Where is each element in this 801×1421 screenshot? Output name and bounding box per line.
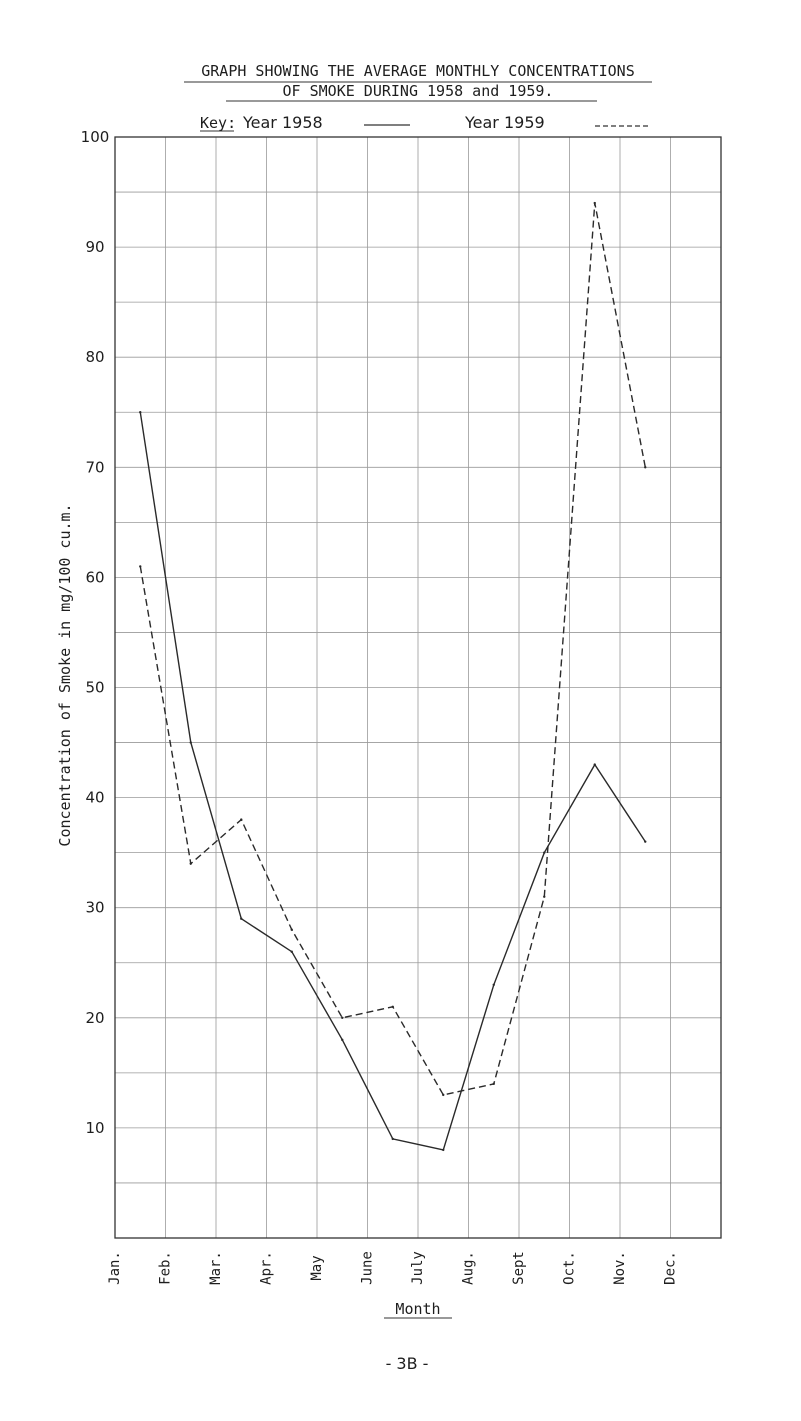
series-layer bbox=[139, 201, 647, 1152]
x-tick-label: Dec. bbox=[663, 1251, 679, 1285]
x-tick-label: Oct. bbox=[562, 1251, 578, 1285]
x-axis-ticks: Jan. Feb. Mar. Apr. May June July Aug. Sept Oct. N… bbox=[107, 1251, 679, 1285]
y-tick-label: 10 bbox=[85, 1119, 104, 1137]
y-tick-label: 20 bbox=[85, 1009, 104, 1027]
data-point bbox=[442, 1093, 445, 1097]
data-point bbox=[543, 895, 546, 898]
x-tick-label: Feb. bbox=[158, 1251, 174, 1285]
legend: Key: Year 1958 Year 1959 bbox=[200, 113, 648, 132]
data-point bbox=[139, 565, 142, 568]
y-tick-label: 80 bbox=[85, 348, 104, 366]
x-axis-label: Month bbox=[395, 1300, 440, 1318]
x-tick-label: June bbox=[360, 1251, 376, 1285]
x-tick-label: May bbox=[309, 1255, 325, 1280]
legend-key-label: Key: bbox=[200, 114, 236, 132]
data-point bbox=[240, 818, 243, 821]
legend-entry-1958: Year 1958 bbox=[242, 113, 323, 132]
y-tick-label: 30 bbox=[85, 899, 104, 917]
x-tick-label: Nov. bbox=[612, 1251, 628, 1285]
x-tick-label: Mar. bbox=[208, 1251, 224, 1285]
y-axis-label: Concentration of Smoke in mg/100 cu.m. bbox=[56, 503, 74, 846]
data-point bbox=[492, 1082, 495, 1086]
y-tick-label: 40 bbox=[85, 789, 104, 807]
legend-entry-1959: Year 1959 bbox=[464, 113, 545, 132]
chart-subtitle: OF SMOKE DURING 1958 and 1959. bbox=[283, 82, 554, 100]
chart-title: GRAPH SHOWING THE AVERAGE MONTHLY CONCEN… bbox=[201, 62, 634, 80]
data-point bbox=[644, 466, 647, 469]
page-number: - 3B - bbox=[386, 1354, 429, 1373]
y-tick-label: 70 bbox=[85, 458, 104, 476]
x-tick-label: Sept bbox=[511, 1251, 527, 1285]
x-tick-label: Aug. bbox=[461, 1251, 477, 1285]
grid bbox=[115, 137, 721, 1238]
y-tick-label: 60 bbox=[85, 568, 104, 586]
y-tick-label: 100 bbox=[81, 128, 110, 146]
data-point bbox=[290, 950, 293, 953]
data-point bbox=[139, 411, 142, 414]
data-point bbox=[593, 763, 596, 766]
plot-frame bbox=[114, 136, 722, 1239]
data-point bbox=[391, 1005, 394, 1008]
data-point bbox=[644, 840, 647, 843]
data-point bbox=[240, 917, 243, 920]
data-point bbox=[189, 862, 192, 865]
x-tick-label: Apr. bbox=[259, 1251, 275, 1285]
data-point bbox=[442, 1148, 445, 1152]
data-point bbox=[290, 928, 293, 931]
data-point bbox=[189, 741, 192, 744]
y-tick-label: 50 bbox=[85, 679, 104, 697]
data-point bbox=[341, 1016, 344, 1019]
data-point bbox=[593, 201, 596, 205]
data-point bbox=[492, 983, 495, 986]
x-tick-label: Jan. bbox=[107, 1251, 123, 1285]
data-point bbox=[543, 851, 546, 854]
x-tick-label: July bbox=[410, 1251, 426, 1285]
y-tick-label: 90 bbox=[85, 238, 104, 256]
data-point bbox=[341, 1038, 344, 1042]
data-point bbox=[391, 1137, 394, 1141]
y-axis-ticks: 100 90 80 70 60 50 40 30 20 10 bbox=[81, 128, 110, 1137]
